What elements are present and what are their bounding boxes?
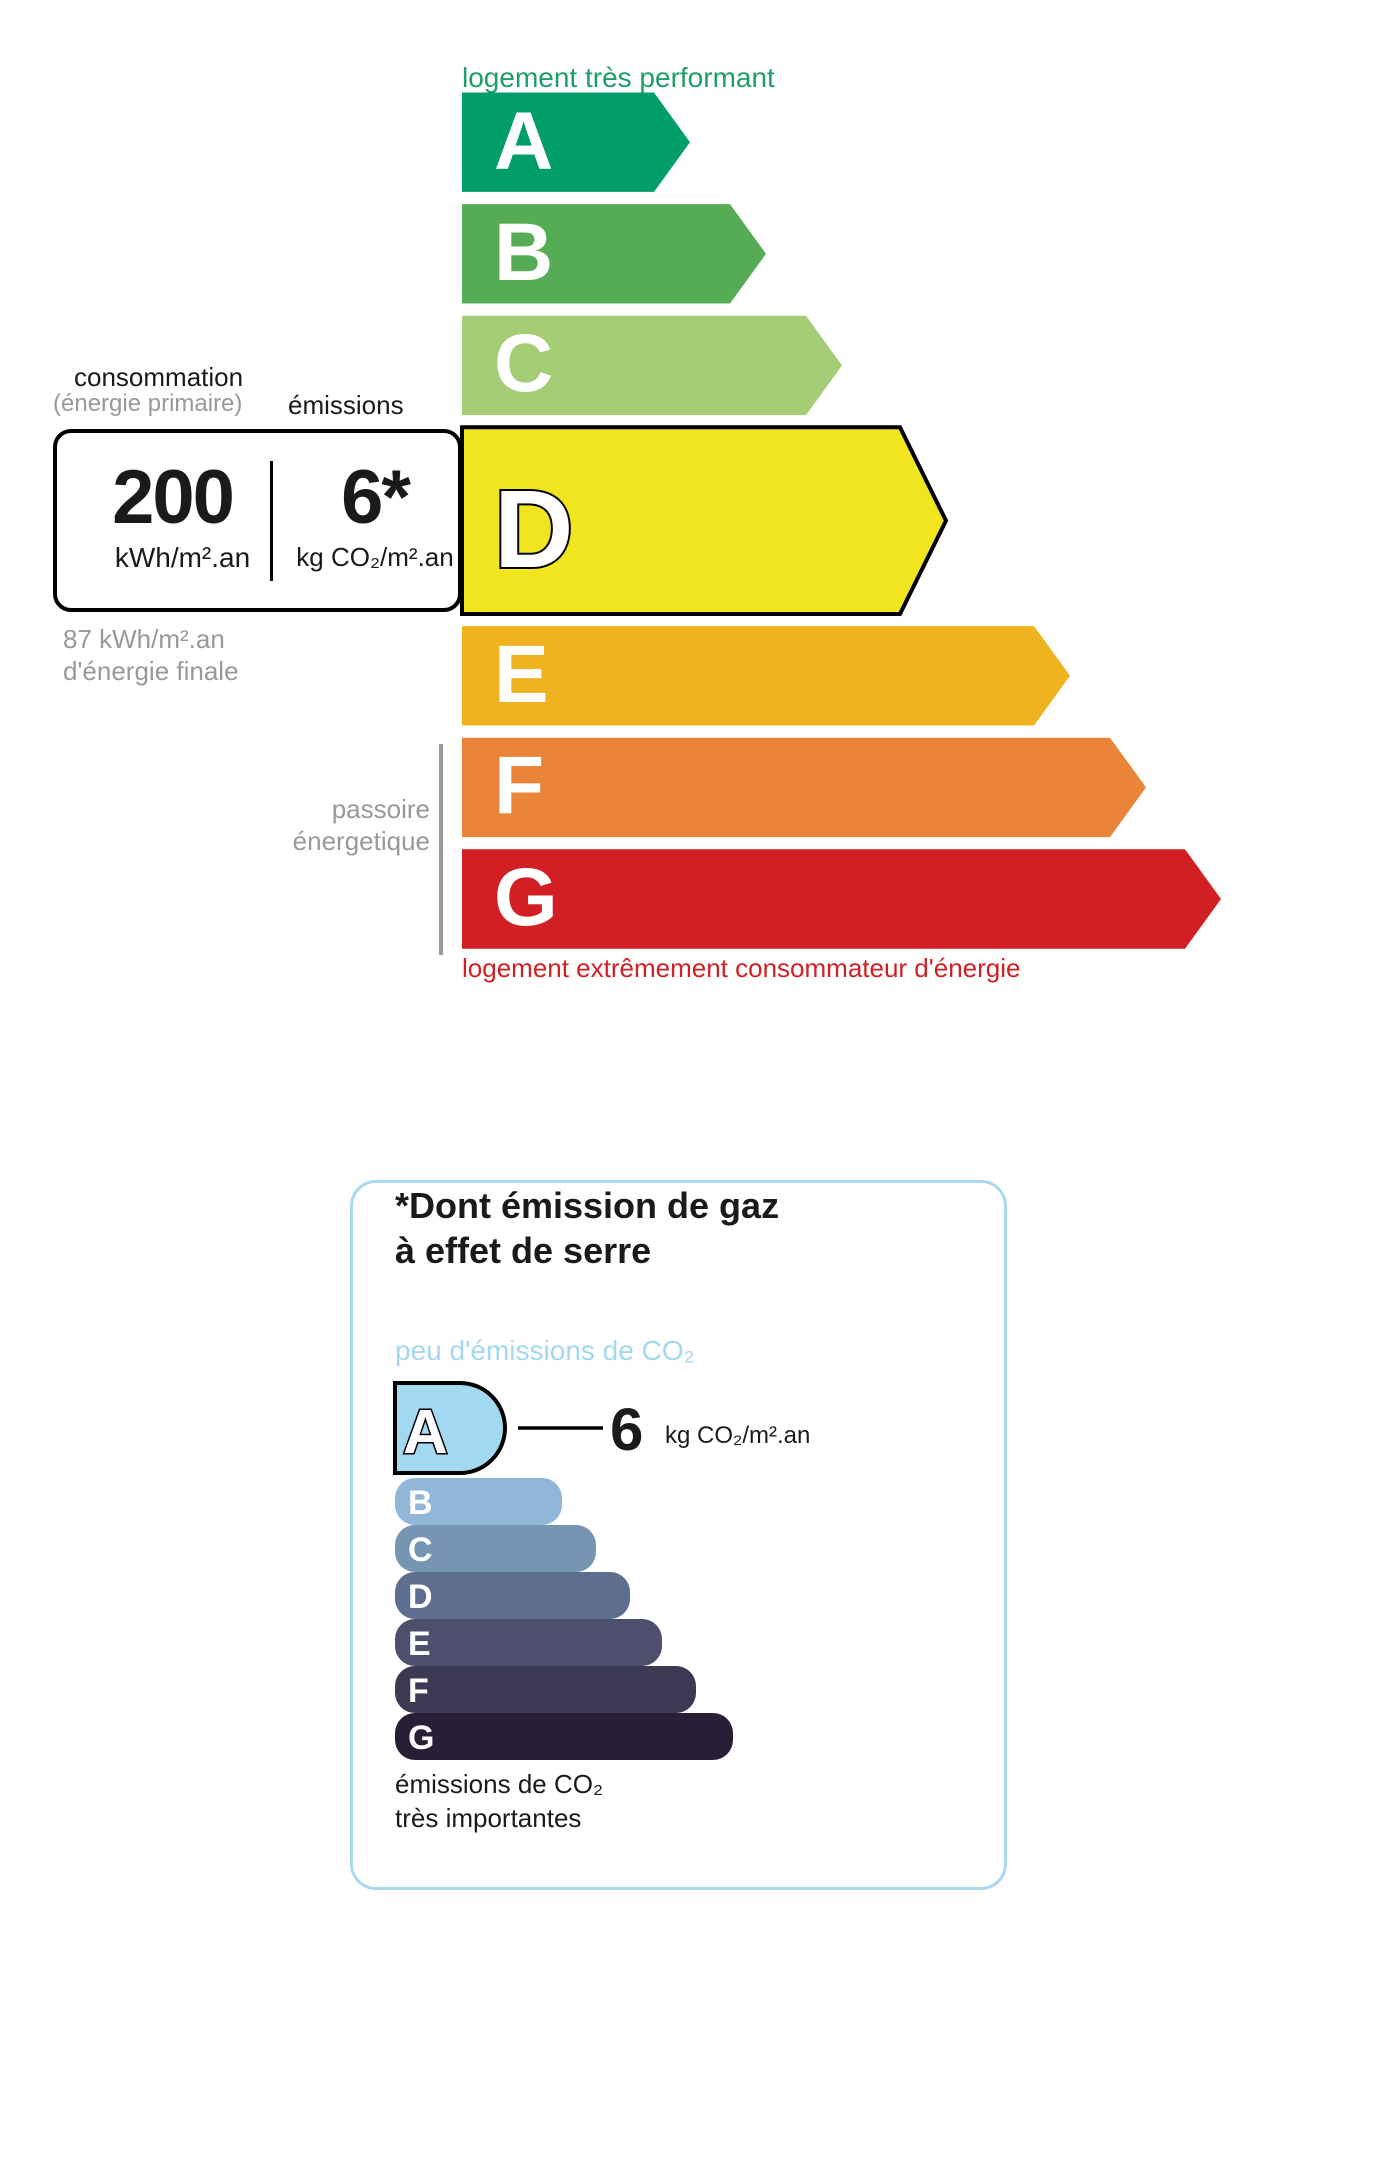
svg-text:C: C	[408, 1531, 433, 1569]
svg-text:B: B	[408, 1484, 433, 1522]
svg-text:G: G	[408, 1719, 434, 1757]
svg-text:E: E	[408, 1625, 431, 1663]
svg-text:A: A	[403, 1398, 448, 1467]
svg-text:D: D	[408, 1578, 433, 1616]
svg-text:F: F	[408, 1672, 429, 1710]
